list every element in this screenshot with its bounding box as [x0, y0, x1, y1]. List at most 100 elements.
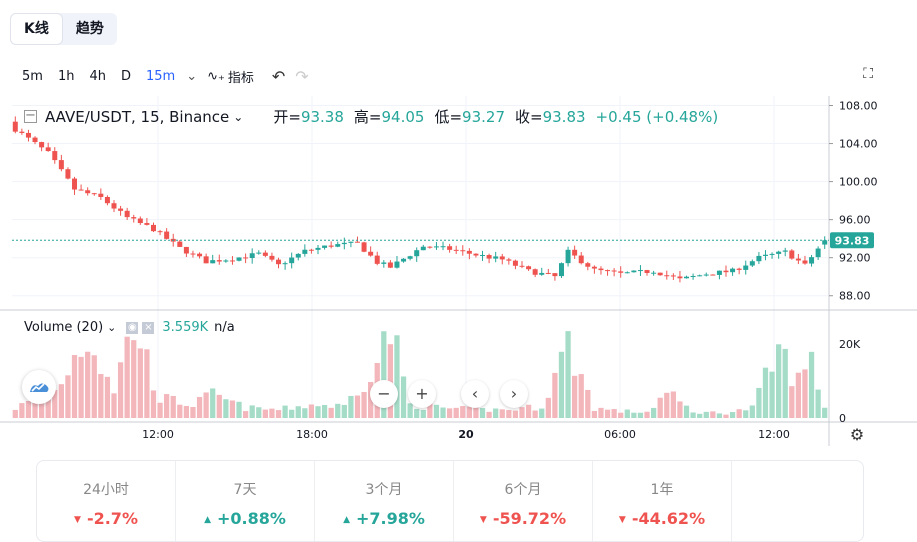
- volume-bar: [802, 369, 808, 418]
- timeframe-5m[interactable]: 5m: [22, 68, 43, 84]
- volume-bar: [144, 349, 150, 418]
- candle-body: [85, 190, 91, 194]
- volume-bar: [58, 384, 64, 418]
- volume-bar: [690, 412, 696, 418]
- candle-body: [716, 270, 722, 275]
- price-tick-label: 96.00: [839, 214, 871, 227]
- stat-change: ▼ -44.62%: [618, 509, 706, 528]
- candle-body: [210, 260, 216, 264]
- chevron-down-icon[interactable]: ⌄: [233, 109, 244, 124]
- candle-body: [295, 253, 301, 258]
- stat-period: 7天: [233, 482, 257, 498]
- candle-body: [183, 246, 189, 254]
- candle-body: [598, 268, 604, 271]
- price-tick-label: 92.00: [839, 252, 871, 265]
- volume-bar: [776, 344, 782, 418]
- candle-body: [697, 275, 703, 277]
- settings-gear-icon[interactable]: ⚙: [850, 425, 864, 444]
- ohlc-legend: − AAVE/USDT, 15, Binance ⌄ 开=93.38 高=94.…: [24, 106, 718, 127]
- volume-bar: [631, 412, 637, 418]
- candle-body: [743, 265, 749, 270]
- candle-body: [315, 247, 321, 250]
- indicators-button[interactable]: ∿₊ 指标: [207, 67, 254, 86]
- volume-bar: [479, 408, 486, 418]
- candle-body: [473, 253, 479, 256]
- candle-body: [124, 210, 130, 218]
- candle-body: [493, 256, 499, 259]
- volume-bar: [262, 409, 268, 418]
- candle-body: [269, 255, 275, 260]
- volume-bar: [650, 407, 657, 418]
- volume-bar: [104, 376, 111, 418]
- volume-bar: [38, 397, 45, 418]
- volume-bar: [512, 410, 519, 418]
- volume-bar: [328, 407, 334, 418]
- timeframe-15m[interactable]: 15m: [145, 68, 176, 84]
- volume-bar: [269, 408, 275, 418]
- volume-bar: [769, 371, 775, 418]
- time-tick-label: 12:00: [142, 428, 174, 441]
- redo-icon[interactable]: ↷: [295, 66, 309, 86]
- candle-body: [756, 255, 762, 262]
- candle-body: [328, 245, 334, 247]
- volume-bar: [361, 391, 367, 418]
- volume-tick-label: 0: [839, 412, 846, 425]
- fullscreen-icon[interactable]: ⛶: [863, 66, 873, 82]
- candle-body: [401, 258, 407, 262]
- candle-body: [618, 271, 624, 273]
- volume-bar: [743, 410, 749, 418]
- candle-body: [644, 270, 650, 274]
- tab-kline[interactable]: K线: [10, 13, 63, 45]
- close-icon[interactable]: ×: [142, 321, 155, 334]
- low-value: 93.27: [462, 108, 505, 126]
- volume-bar: [183, 405, 190, 418]
- candle-body: [440, 246, 446, 248]
- stat-change: ▲ +0.88%: [204, 509, 286, 528]
- candle-body: [78, 189, 84, 191]
- candle-body: [670, 275, 676, 277]
- volume-bar: [440, 407, 446, 418]
- volume-bar: [335, 403, 341, 418]
- stat-24h: 24小时 ▼ -2.7%: [37, 461, 176, 541]
- chevron-down-icon[interactable]: ⌄: [107, 321, 117, 334]
- candle-body: [302, 249, 308, 254]
- candle-body: [144, 223, 150, 225]
- candle-body: [381, 262, 387, 264]
- volume-bar: [381, 331, 387, 418]
- close-value: 93.83: [542, 108, 586, 126]
- candle-body: [684, 276, 690, 279]
- symbol-label[interactable]: AAVE/USDT, 15, Binance: [45, 107, 230, 126]
- volume-label[interactable]: Volume (20): [24, 320, 104, 335]
- scroll-left-button[interactable]: ‹: [461, 380, 489, 408]
- volume-bar: [552, 372, 558, 418]
- volume-bar: [493, 408, 499, 418]
- zoom-in-button[interactable]: +: [408, 380, 436, 408]
- undo-icon[interactable]: ↶: [271, 66, 286, 86]
- volume-bar: [321, 404, 328, 418]
- volume-bar: [657, 397, 663, 418]
- volume-bar: [624, 409, 630, 418]
- volume-bar: [585, 389, 591, 418]
- candle-body: [822, 240, 828, 245]
- volume-bar: [815, 389, 821, 418]
- candle-body: [387, 262, 393, 268]
- stat-change: ▼ -59.72%: [479, 509, 567, 528]
- zoom-out-button[interactable]: −: [370, 380, 398, 408]
- scroll-right-button[interactable]: ›: [500, 380, 528, 408]
- volume-bar: [400, 376, 407, 418]
- tab-trend[interactable]: 趋势: [75, 21, 104, 37]
- candle-body: [98, 193, 104, 197]
- timeframe-1h[interactable]: 1h: [57, 68, 75, 84]
- candle-body: [157, 231, 163, 233]
- volume-bar: [71, 355, 78, 418]
- candle-body: [368, 251, 374, 256]
- candle-body: [776, 251, 782, 254]
- collapse-icon[interactable]: −: [24, 108, 37, 123]
- candle-body: [72, 178, 78, 190]
- timeframe-d[interactable]: D: [120, 68, 131, 84]
- candle-body: [657, 272, 663, 276]
- timeframe-4h[interactable]: 4h: [89, 68, 106, 84]
- eye-icon[interactable]: ◉: [126, 321, 139, 334]
- stat-7d: 7天 ▲ +0.88%: [176, 461, 315, 541]
- chevron-down-icon[interactable]: ⌄: [186, 68, 198, 84]
